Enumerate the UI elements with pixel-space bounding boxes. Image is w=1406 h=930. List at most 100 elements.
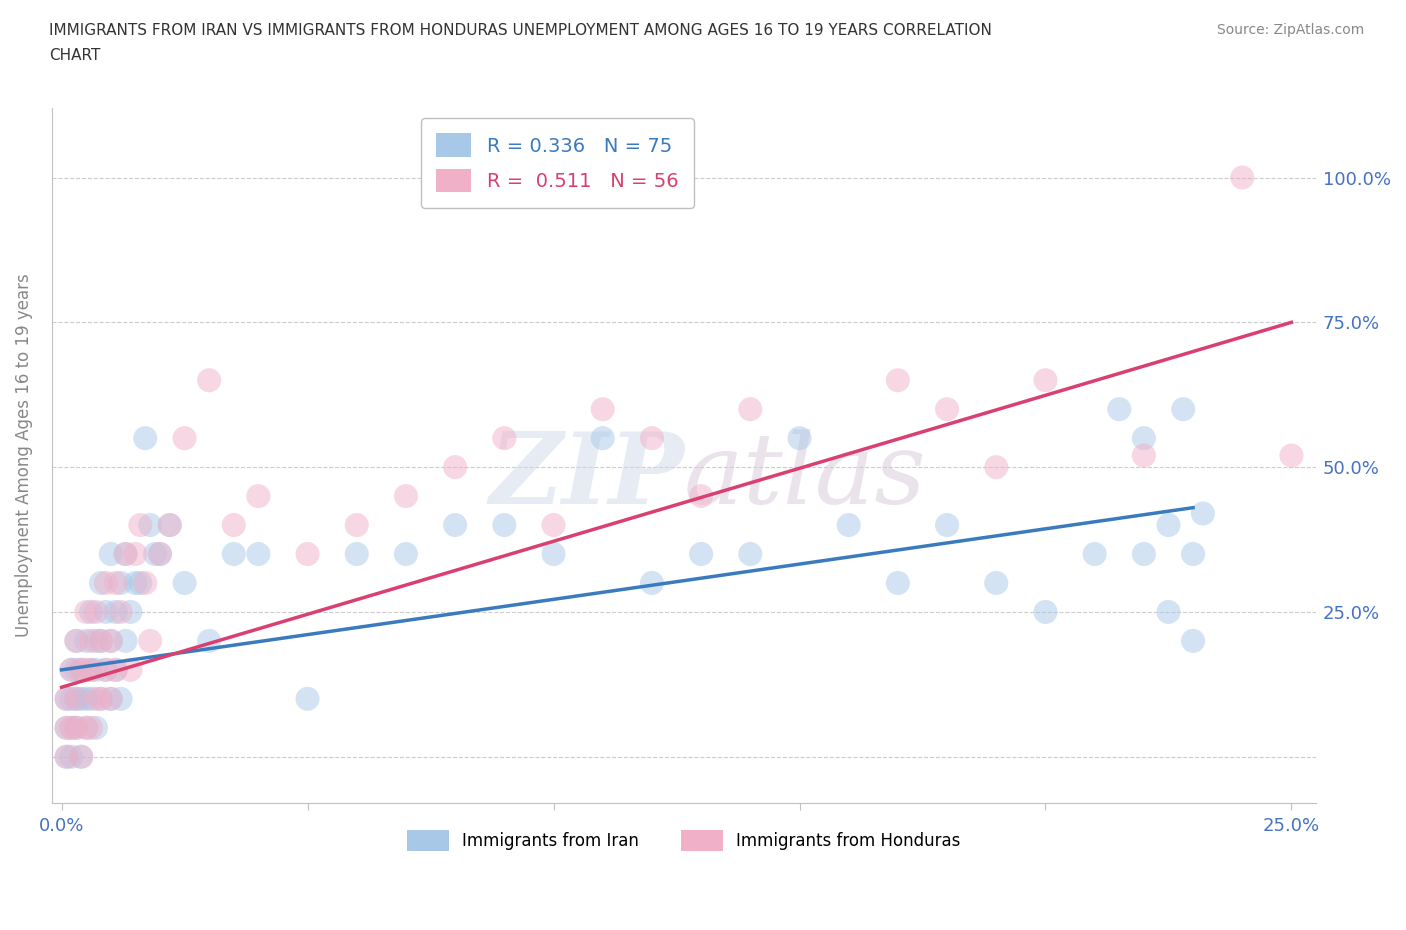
Point bbox=[1173, 402, 1195, 417]
Point bbox=[110, 604, 132, 619]
Point bbox=[80, 633, 103, 648]
Point bbox=[789, 431, 811, 445]
Point bbox=[84, 721, 107, 736]
Point bbox=[936, 402, 959, 417]
Point bbox=[159, 518, 181, 533]
Point bbox=[1035, 604, 1057, 619]
Point bbox=[90, 576, 112, 591]
Point bbox=[592, 402, 614, 417]
Point bbox=[55, 721, 77, 736]
Point bbox=[100, 633, 122, 648]
Point bbox=[104, 662, 127, 677]
Point bbox=[55, 750, 77, 764]
Point bbox=[1232, 170, 1254, 185]
Point bbox=[592, 431, 614, 445]
Point bbox=[887, 576, 910, 591]
Point bbox=[1182, 547, 1205, 562]
Point bbox=[543, 547, 565, 562]
Point bbox=[94, 604, 117, 619]
Point bbox=[65, 691, 87, 706]
Point bbox=[80, 604, 103, 619]
Point bbox=[936, 518, 959, 533]
Point bbox=[90, 691, 112, 706]
Point bbox=[134, 431, 156, 445]
Point bbox=[124, 576, 146, 591]
Point bbox=[65, 721, 87, 736]
Text: Source: ZipAtlas.com: Source: ZipAtlas.com bbox=[1216, 23, 1364, 37]
Point bbox=[70, 691, 93, 706]
Point bbox=[55, 721, 77, 736]
Point bbox=[346, 547, 368, 562]
Point bbox=[60, 721, 83, 736]
Point bbox=[94, 662, 117, 677]
Point bbox=[100, 633, 122, 648]
Point bbox=[444, 459, 467, 474]
Point bbox=[80, 662, 103, 677]
Point bbox=[129, 576, 152, 591]
Point bbox=[740, 547, 762, 562]
Point bbox=[65, 633, 87, 648]
Point bbox=[159, 518, 181, 533]
Point bbox=[1281, 448, 1303, 463]
Point bbox=[100, 547, 122, 562]
Point bbox=[124, 547, 146, 562]
Point bbox=[494, 518, 516, 533]
Point bbox=[90, 633, 112, 648]
Point bbox=[641, 576, 664, 591]
Point bbox=[70, 750, 93, 764]
Point bbox=[55, 750, 77, 764]
Point bbox=[104, 662, 127, 677]
Point bbox=[690, 547, 713, 562]
Point bbox=[80, 691, 103, 706]
Point bbox=[65, 721, 87, 736]
Point bbox=[94, 576, 117, 591]
Point bbox=[55, 691, 77, 706]
Point bbox=[75, 604, 97, 619]
Point bbox=[139, 633, 162, 648]
Point bbox=[494, 431, 516, 445]
Point bbox=[60, 750, 83, 764]
Point bbox=[75, 691, 97, 706]
Point bbox=[70, 662, 93, 677]
Point bbox=[84, 691, 107, 706]
Point bbox=[740, 402, 762, 417]
Point bbox=[346, 518, 368, 533]
Point bbox=[1084, 547, 1107, 562]
Point bbox=[1157, 604, 1180, 619]
Point bbox=[100, 691, 122, 706]
Point bbox=[1133, 547, 1156, 562]
Point bbox=[247, 488, 270, 503]
Point bbox=[198, 633, 221, 648]
Point bbox=[75, 721, 97, 736]
Point bbox=[75, 633, 97, 648]
Point bbox=[60, 691, 83, 706]
Point bbox=[1133, 431, 1156, 445]
Point bbox=[104, 604, 127, 619]
Point bbox=[100, 691, 122, 706]
Point bbox=[222, 518, 245, 533]
Point bbox=[887, 373, 910, 388]
Legend: Immigrants from Iran, Immigrants from Honduras: Immigrants from Iran, Immigrants from Ho… bbox=[401, 824, 967, 857]
Text: CHART: CHART bbox=[49, 48, 101, 63]
Point bbox=[134, 576, 156, 591]
Point bbox=[1182, 633, 1205, 648]
Point bbox=[173, 431, 195, 445]
Point bbox=[986, 459, 1008, 474]
Point bbox=[60, 662, 83, 677]
Point bbox=[1133, 448, 1156, 463]
Point bbox=[84, 604, 107, 619]
Point bbox=[80, 721, 103, 736]
Point bbox=[65, 662, 87, 677]
Point bbox=[297, 547, 319, 562]
Point bbox=[247, 547, 270, 562]
Point bbox=[690, 488, 713, 503]
Point bbox=[70, 662, 93, 677]
Text: atlas: atlas bbox=[683, 429, 927, 524]
Point bbox=[110, 576, 132, 591]
Point bbox=[104, 576, 127, 591]
Point bbox=[70, 750, 93, 764]
Point bbox=[986, 576, 1008, 591]
Text: ZIP: ZIP bbox=[489, 428, 683, 525]
Point bbox=[80, 662, 103, 677]
Point bbox=[110, 691, 132, 706]
